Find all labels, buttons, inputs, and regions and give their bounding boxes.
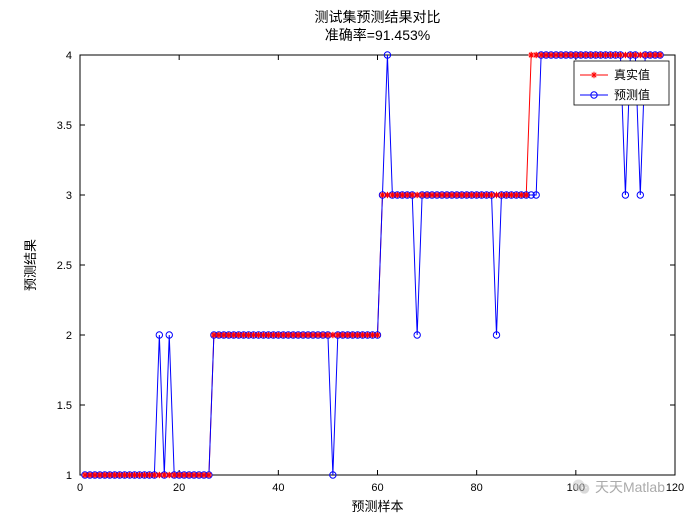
chart-svg: 02040608010012011.522.533.54预测样本预测结果测试集预… (0, 0, 700, 525)
svg-text:2: 2 (66, 330, 72, 342)
svg-text:预测值: 预测值 (614, 87, 650, 102)
chart-plot: 02040608010012011.522.533.54预测样本预测结果测试集预… (0, 0, 700, 525)
svg-text:1: 1 (66, 470, 72, 482)
svg-text:40: 40 (272, 482, 284, 494)
svg-text:0: 0 (77, 482, 83, 494)
svg-text:3: 3 (66, 190, 72, 202)
svg-text:1.5: 1.5 (57, 400, 72, 412)
watermark: 天天Matlab (571, 477, 665, 497)
svg-text:预测样本: 预测样本 (351, 499, 403, 514)
svg-text:预测结果: 预测结果 (23, 239, 38, 291)
svg-text:4: 4 (66, 50, 72, 62)
watermark-text: 天天Matlab (595, 477, 665, 497)
svg-text:120: 120 (666, 482, 684, 494)
svg-text:真实值: 真实值 (614, 67, 650, 82)
svg-text:3.5: 3.5 (57, 120, 72, 132)
wechat-icon (571, 477, 591, 497)
svg-text:测试集预测结果对比: 测试集预测结果对比 (315, 9, 441, 25)
svg-text:20: 20 (173, 482, 185, 494)
svg-text:2.5: 2.5 (57, 260, 72, 272)
svg-text:80: 80 (471, 482, 483, 494)
svg-text:准确率=91.453%: 准确率=91.453% (325, 27, 430, 43)
svg-text:60: 60 (371, 482, 383, 494)
